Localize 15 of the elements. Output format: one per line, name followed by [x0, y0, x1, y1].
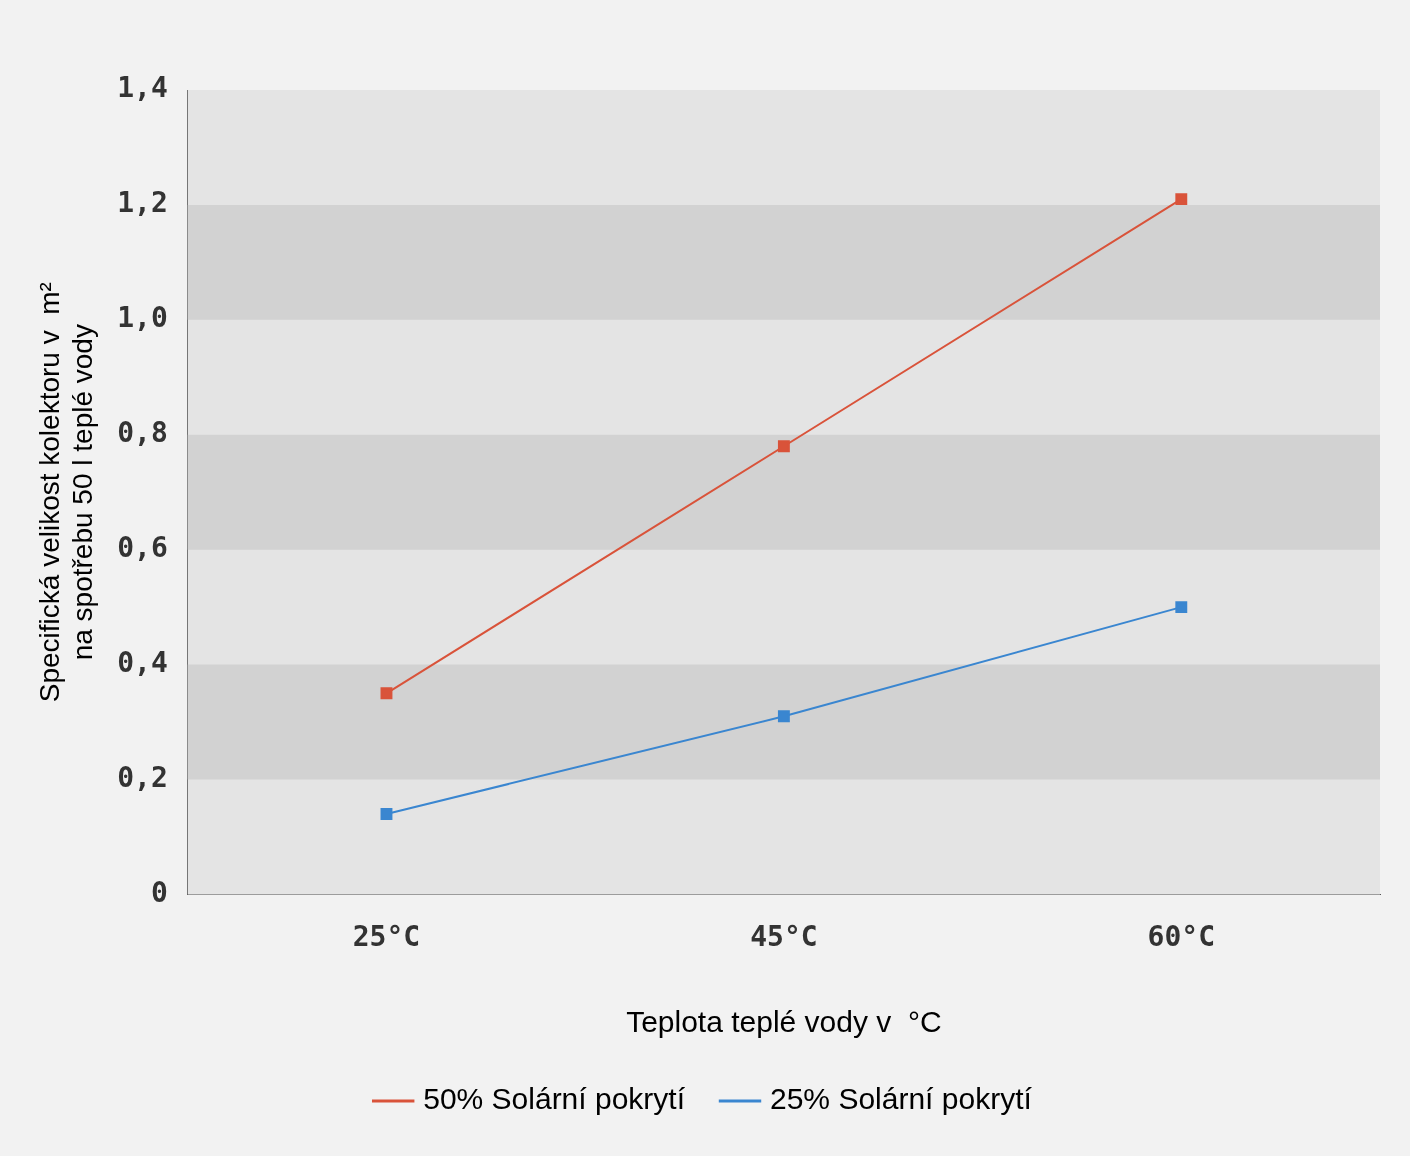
y-axis-title: Specifická velikost kolektoru v m² na spotřebu 50 l teplé vody [33, 282, 99, 703]
y-tick-label: 1,2 [117, 186, 168, 220]
y-tick-label: 0,4 [117, 645, 168, 679]
x-axis-title: Teplota teplé vody v °C [626, 1005, 942, 1039]
x-tick-label: 25°C [352, 920, 421, 954]
y-tick-label: 0,8 [117, 416, 168, 450]
y-tick-label: 0 [150, 875, 168, 909]
y-tick-label: 1,0 [117, 301, 168, 335]
legend-label: 25% Solární pokrytí [770, 1082, 1033, 1116]
y-tick-label: 0,2 [117, 760, 168, 794]
x-tick-label: 60°C [1147, 920, 1216, 954]
x-tick-label: 45°C [750, 920, 818, 954]
y-tick-label: 0,6 [117, 530, 168, 564]
legend-label: 50% Solární pokrytí [423, 1082, 686, 1116]
y-tick-label: 1,4 [117, 71, 168, 105]
